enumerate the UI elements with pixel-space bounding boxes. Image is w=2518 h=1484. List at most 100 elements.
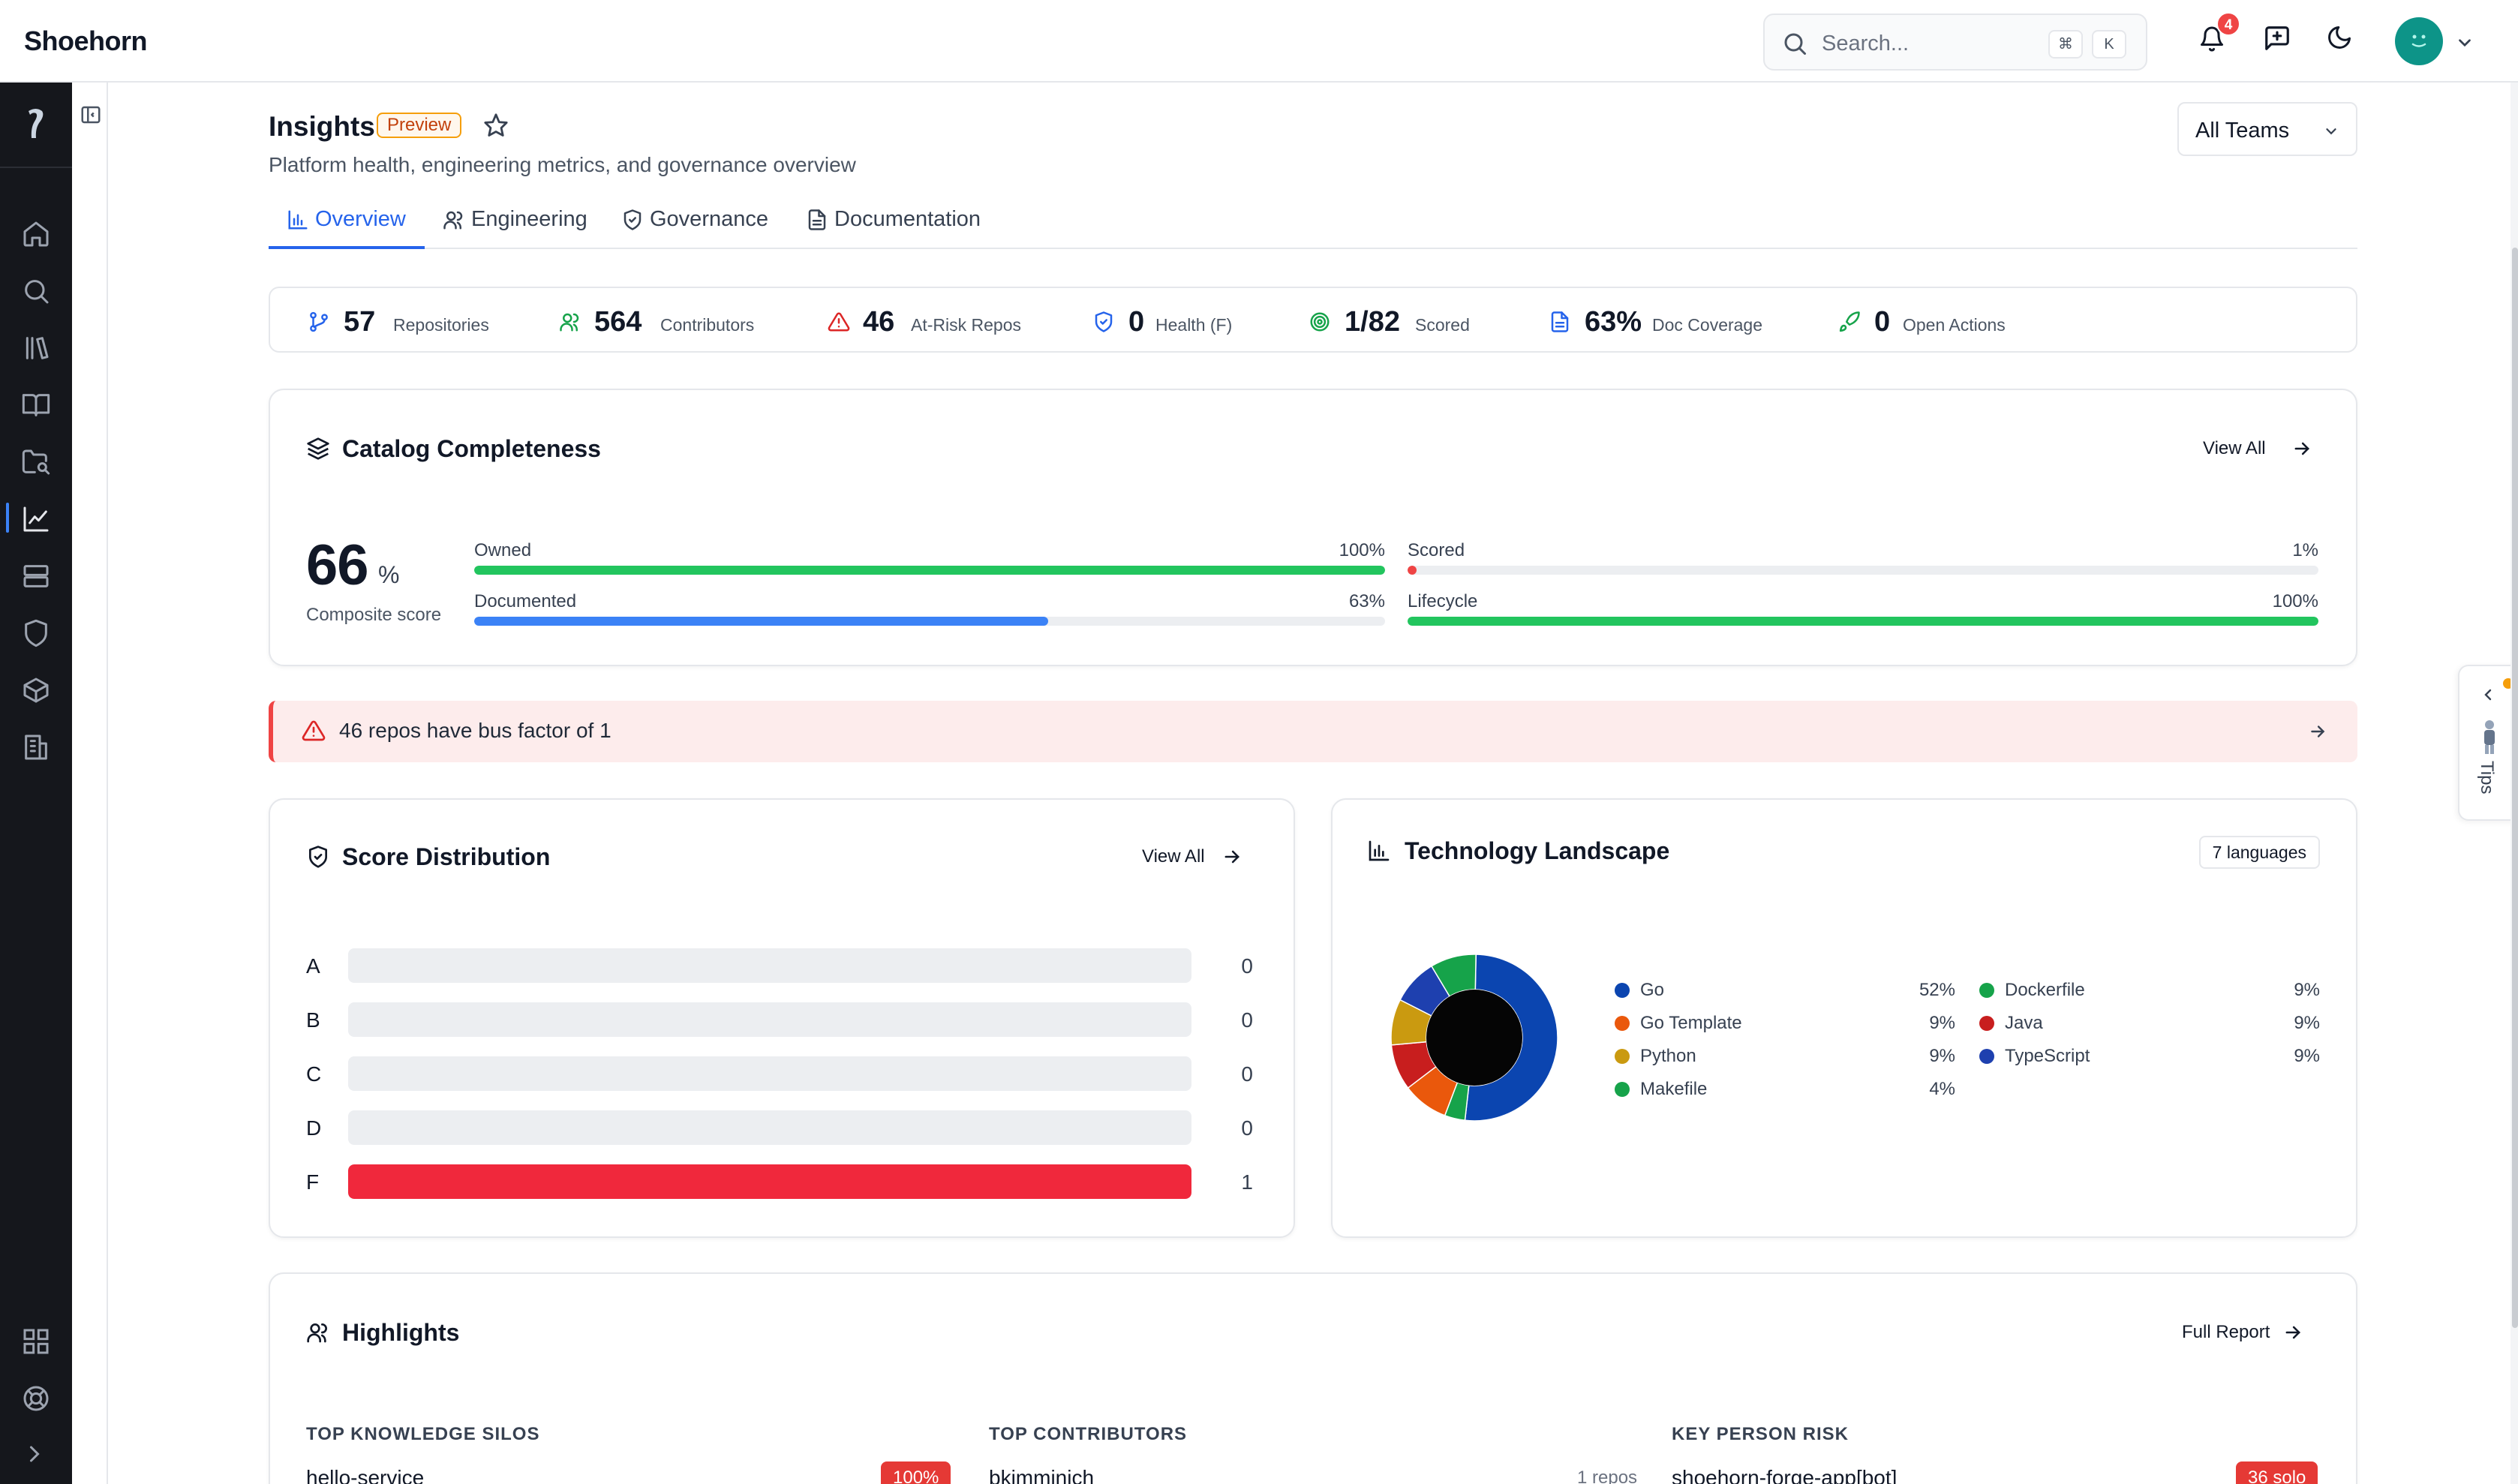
contributor-name[interactable]: bkimminich (989, 1466, 1095, 1484)
full-report-link[interactable]: Full Report (2182, 1322, 2317, 1343)
stat-label: Repositories (393, 315, 489, 335)
stat-value: 564 (594, 306, 642, 338)
metric-owned: Owned 100% (474, 540, 1385, 585)
bell-icon[interactable] (2198, 24, 2225, 54)
brand-name[interactable]: Shoehorn (24, 26, 148, 56)
feedback-icon[interactable] (2263, 24, 2291, 53)
grade-letter: D (306, 1116, 322, 1140)
chevron-right-icon (30, 1446, 40, 1462)
metric-fill (474, 617, 1048, 626)
search-box[interactable]: Search... ⌘ K (1763, 14, 2147, 71)
grade-track (348, 1002, 1191, 1037)
grid-icon (23, 1329, 49, 1354)
sidebar-item-home[interactable] (0, 206, 72, 260)
legend-item-java: Java 9% (1979, 1010, 2320, 1037)
metric-track (1408, 617, 2318, 626)
stat-value: 46 (863, 306, 895, 338)
sidebar-item-governance[interactable] (0, 605, 72, 659)
grade-count: 0 (1241, 1116, 1253, 1140)
shortcut-key-k: K (2092, 30, 2126, 59)
tab-documentation[interactable]: Documentation (788, 204, 998, 249)
grade-row-c[interactable]: C 0 (306, 1056, 1253, 1092)
lifebuoy-icon (23, 1386, 49, 1411)
sidebar (0, 83, 72, 1484)
stat-label: Contributors (660, 315, 755, 335)
sidebar-item-packages[interactable] (0, 662, 72, 716)
legend-item-typescript: TypeScript 9% (1979, 1043, 2320, 1070)
grade-row-a[interactable]: A 0 (306, 948, 1253, 984)
link-label: View All (2203, 438, 2266, 458)
grade-count: 0 (1241, 1008, 1253, 1032)
star-icon[interactable] (483, 113, 509, 138)
metric-value: 1% (2292, 540, 2318, 560)
key-person-name[interactable]: shoehorn-forge-app[bot] (1672, 1466, 1898, 1484)
tab-governance[interactable]: Governance (603, 204, 783, 249)
highlights-card: Highlights Full Report TOP KNOWLEDGE SIL… (269, 1272, 2357, 1484)
search-placeholder: Search... (1822, 32, 1910, 56)
score-distribution-card: Score Distribution View All A 0 B 0 C 0 … (269, 798, 1295, 1238)
grade-count: 1 (1241, 1170, 1253, 1194)
view-all-link[interactable]: View All (1142, 846, 1254, 867)
tab-label: Overview (315, 207, 406, 231)
legend-name: Go (1640, 980, 1665, 1000)
composite-score-value: 66 (306, 533, 369, 597)
folder-search-icon (22, 449, 50, 475)
grade-letter: B (306, 1008, 320, 1032)
view-all-link[interactable]: View All (2203, 438, 2315, 459)
sidebar-item-folder-search[interactable] (0, 434, 72, 488)
preview-badge: Preview (377, 113, 462, 138)
technology-landscape-card: Technology Landscape 7 languages Go 52% … (1331, 798, 2357, 1238)
stat-label: At-Risk Repos (911, 315, 1021, 335)
app-logo[interactable] (0, 83, 72, 168)
package-icon (23, 677, 49, 703)
tab-label: Engineering (471, 207, 587, 231)
stats-strip: 57 Repositories 564 Contributors 46 At-R… (269, 287, 2357, 353)
grade-track (348, 948, 1191, 983)
tab-overview[interactable]: Overview (269, 204, 425, 249)
stat-label: Scored (1415, 315, 1470, 335)
legend-item-go: Go 52% (1615, 977, 1955, 1004)
card-title: Technology Landscape (1405, 837, 1670, 864)
grade-row-b[interactable]: B 0 (306, 1002, 1253, 1038)
sidebar-item-search[interactable] (0, 263, 72, 317)
grade-row-f[interactable]: F 1 (306, 1164, 1253, 1200)
grade-letter: A (306, 954, 320, 978)
legend-value: 9% (2294, 1046, 2320, 1066)
avatar[interactable] (2395, 17, 2443, 65)
metric-name: Owned (474, 540, 532, 560)
tab-engineering[interactable]: Engineering (425, 204, 603, 249)
chevron-down-icon[interactable] (2455, 33, 2474, 53)
metric-track (474, 566, 1385, 575)
grade-row-d[interactable]: D 0 (306, 1110, 1253, 1146)
panel-toggle-icon[interactable] (80, 104, 102, 126)
chevron-down-icon (2326, 128, 2336, 135)
tips-panel-tab[interactable]: Tips (2458, 665, 2518, 821)
legend-item-makefile: Makefile 4% (1615, 1076, 1955, 1103)
users-icon (443, 211, 463, 230)
donut-hole (1426, 990, 1522, 1086)
catalog-completeness-card: Catalog Completeness View All 66 % Compo… (269, 389, 2357, 666)
scrollbar-thumb[interactable] (2512, 248, 2518, 1328)
sidebar-item-docs[interactable] (0, 377, 72, 431)
moon-icon[interactable] (2326, 24, 2353, 51)
grade-track (348, 1164, 1191, 1199)
sidebar-item-apps[interactable] (0, 1313, 72, 1367)
sidebar-item-expand[interactable] (0, 1427, 72, 1481)
shortcut-key-cmd: ⌘ (2048, 30, 2083, 59)
sidebar-item-organization[interactable] (0, 719, 72, 773)
sidebar-item-help[interactable] (0, 1370, 72, 1424)
legend-dot (1979, 1049, 1994, 1064)
arrow-right-icon (2285, 1326, 2300, 1339)
bus-factor-alert[interactable]: 46 repos have bus factor of 1 (269, 701, 2357, 762)
avatar-face-icon (2411, 35, 2426, 47)
arrow-right-icon (2311, 725, 2325, 737)
sidebar-item-insights[interactable] (0, 491, 72, 545)
tips-label: Tips (2477, 761, 2497, 795)
team-select[interactable]: All Teams (2177, 102, 2357, 156)
link-label: Full Report (2182, 1322, 2270, 1342)
knowledge-silo-name[interactable]: hello-service (306, 1466, 425, 1484)
legend-dot (1979, 1016, 1994, 1031)
sidebar-item-infrastructure[interactable] (0, 548, 72, 602)
composite-score-label: Composite score (306, 605, 442, 625)
sidebar-item-library[interactable] (0, 320, 72, 374)
